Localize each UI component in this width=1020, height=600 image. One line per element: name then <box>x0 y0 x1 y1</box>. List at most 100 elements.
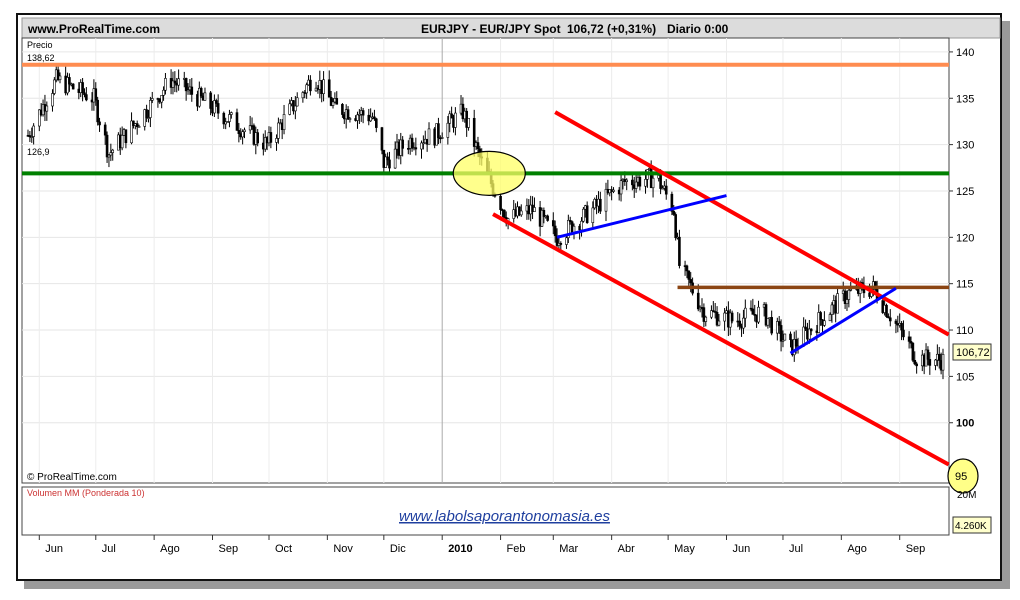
candle-body <box>582 208 585 222</box>
candle-body <box>256 132 259 144</box>
candle-body <box>845 299 849 304</box>
candle-body <box>533 207 536 212</box>
candle-body <box>329 96 333 106</box>
candle-body <box>885 304 888 317</box>
x-tick-label: Feb <box>507 543 526 555</box>
candle-body <box>751 308 755 315</box>
candle-body <box>661 187 664 190</box>
y-tick-label: 100 <box>956 418 974 430</box>
website-link-text[interactable]: www.labolsaporantonomasia.es <box>399 508 610 525</box>
candle-body <box>203 92 207 101</box>
candle-body <box>294 105 297 112</box>
candle-body <box>783 333 787 341</box>
candle-body <box>341 103 344 115</box>
candle-body <box>723 312 726 322</box>
candle-body <box>237 130 241 134</box>
site-name: www.ProRealTime.com <box>27 22 160 36</box>
candle-body <box>670 193 674 212</box>
candle-body <box>454 112 457 128</box>
website-link[interactable]: www.labolsaporantonomasia.es <box>399 508 610 525</box>
candle-body <box>631 179 634 186</box>
candle-body <box>224 121 227 125</box>
candle-body <box>894 320 898 324</box>
candle-body <box>327 79 331 98</box>
candle-body <box>243 129 246 133</box>
candle-body <box>913 360 917 365</box>
y-tick-label: 125 <box>956 186 974 198</box>
candle-body <box>335 98 339 105</box>
support-level-label: 126,9 <box>27 147 50 157</box>
candle-body <box>111 149 115 153</box>
candle-body <box>209 92 212 109</box>
y-tick-label: 130 <box>956 140 974 152</box>
candle-body <box>519 210 523 216</box>
y-tick-label: 120 <box>956 232 974 244</box>
candle-body <box>937 353 941 361</box>
x-tick-label: Jul <box>102 543 116 555</box>
y-tick-label: 115 <box>956 279 974 291</box>
candle-body <box>766 318 770 326</box>
candle-body <box>393 148 397 169</box>
candle-body <box>887 316 890 319</box>
candle-body <box>295 97 299 107</box>
candle-body <box>214 100 218 104</box>
candle-body <box>744 307 747 319</box>
x-tick-label: Sep <box>219 543 239 555</box>
candle-body <box>130 120 133 144</box>
candle-body <box>401 139 404 149</box>
candlestick-series <box>26 65 945 380</box>
volume-axis-label: 20M <box>957 490 976 501</box>
candle-body <box>567 220 570 239</box>
candle-body <box>346 109 350 120</box>
candle-body <box>580 220 583 231</box>
candle-body <box>137 126 141 128</box>
candle-body <box>373 116 376 120</box>
x-tick-label: Jun <box>45 543 63 555</box>
candle-body <box>792 339 796 356</box>
candle-body <box>135 123 139 127</box>
candle-body <box>331 101 335 106</box>
candle-body <box>713 311 717 313</box>
candle-body <box>190 86 194 95</box>
candle-body <box>160 95 163 103</box>
candle-body <box>689 279 693 284</box>
candle-body <box>56 69 60 80</box>
candle-body <box>98 121 101 126</box>
candle-body <box>384 156 388 168</box>
candle-body <box>687 270 691 280</box>
candle-body <box>702 307 706 322</box>
candle-body <box>85 94 88 101</box>
candle-body <box>712 310 715 312</box>
candle-body <box>823 320 826 326</box>
candle-body <box>440 137 444 139</box>
target-circle-label: 95 <box>955 471 967 483</box>
current-price-tag <box>952 343 992 361</box>
candle-body <box>540 210 544 227</box>
candle-body <box>198 87 201 107</box>
candle-body <box>96 99 99 123</box>
triangle-line-2 <box>789 287 897 355</box>
volume-tag <box>952 516 992 534</box>
candle-body <box>819 312 822 321</box>
candle-body <box>103 124 107 136</box>
target-circle <box>947 458 979 494</box>
candle-body <box>305 84 308 94</box>
candle-body <box>199 87 203 97</box>
candle-body <box>900 323 903 331</box>
candle-body <box>710 310 713 318</box>
gridlines <box>22 38 949 483</box>
candle-body <box>277 122 280 139</box>
candle-body <box>830 304 834 315</box>
candle-body <box>380 127 384 151</box>
candle-body <box>776 321 779 334</box>
candle-body <box>386 156 389 161</box>
candle-body <box>817 312 821 333</box>
candle-body <box>499 195 502 210</box>
volume-panel <box>21 486 950 536</box>
resistance-level-label: 138,62 <box>27 53 55 63</box>
candle-body <box>770 317 773 334</box>
candle-body <box>730 312 734 322</box>
candle-body <box>472 117 476 147</box>
candle-body <box>226 121 229 123</box>
